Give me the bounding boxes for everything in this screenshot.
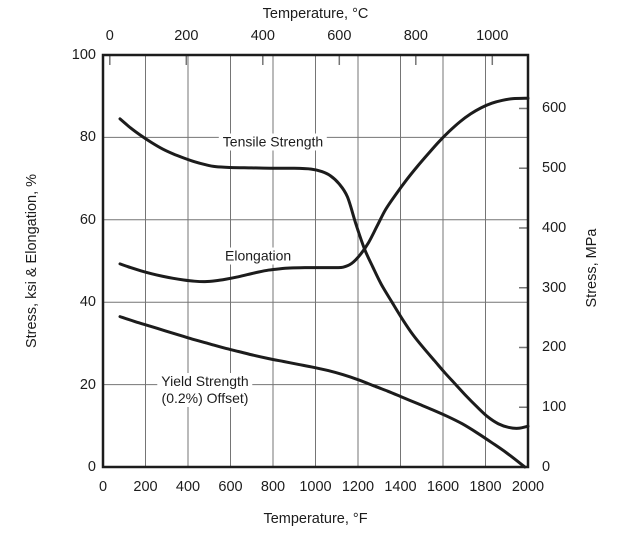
- bottom-tick-label: 1800: [469, 479, 502, 495]
- left-tick-label: 80: [79, 129, 96, 146]
- left-tick-label: 40: [79, 294, 96, 311]
- curve-tensile-strength: [118, 117, 530, 430]
- bottom-tick-label: 1000: [299, 479, 332, 495]
- yield-strength-curve-label: Yield Strength (0.2%) Offset): [157, 372, 253, 407]
- bottom-tick-label: 400: [175, 479, 201, 495]
- right-tick-label: 300: [542, 279, 567, 296]
- left-tick-label: 60: [79, 211, 96, 228]
- right-tick-label: 500: [542, 160, 567, 177]
- bottom-tick-label: 1200: [341, 479, 375, 495]
- right-tick-label: 400: [542, 219, 567, 236]
- right-tick-label: 600: [542, 100, 567, 117]
- bottom-axis-title: Temperature, °F: [263, 511, 368, 527]
- bottom-tick-label: 0: [98, 479, 108, 495]
- bottom-tick-label: 2000: [511, 479, 545, 495]
- left-axis-title: Stress, ksi & Elongation, %: [24, 173, 40, 349]
- left-tick-label: 0: [87, 459, 96, 475]
- right-axis-title: Stress, MPa: [584, 228, 600, 308]
- bottom-tick-label: 600: [218, 479, 243, 495]
- bottom-tick-label: 1400: [384, 479, 417, 495]
- curve-elongation: [118, 96, 530, 284]
- top-tick-label: 600: [327, 28, 352, 44]
- right-tick-label: 100: [542, 399, 567, 416]
- curve-yield-strength-0-2-offset: [118, 315, 527, 469]
- plot-frame: [101, 53, 530, 469]
- top-tick-label: 1000: [476, 28, 509, 44]
- left-tick-label: 20: [79, 376, 96, 393]
- top-tick-label: 200: [174, 28, 199, 44]
- tensile-strength-curve-label: Tensile Strength: [218, 133, 328, 151]
- right-tick-label: 200: [542, 339, 567, 356]
- left-tick-label: 100: [71, 47, 96, 63]
- bottom-tick-label: 1600: [426, 479, 460, 495]
- right-tick-label: 0: [542, 459, 551, 475]
- top-axis-title: Temperature, °C: [262, 6, 369, 22]
- bottom-tick-label: 200: [133, 479, 158, 495]
- top-tick-label: 0: [105, 28, 114, 44]
- elongation-curve-label: Elongation: [221, 247, 296, 265]
- bottom-tick-label: 800: [260, 479, 286, 495]
- top-tick-label: 400: [250, 28, 275, 44]
- top-tick-label: 800: [403, 28, 428, 44]
